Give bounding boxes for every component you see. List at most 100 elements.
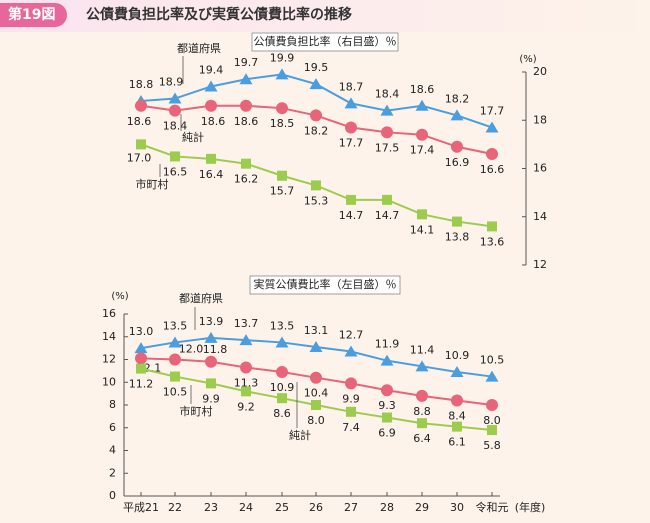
- bottom-data-label: 9.3: [378, 399, 396, 412]
- bottom-data-point: [417, 418, 427, 429]
- top-data-label: 18.5: [270, 117, 295, 130]
- bottom-data-point: [345, 377, 357, 390]
- bottom-data-point: [276, 366, 288, 379]
- top-callout-net: 純計: [182, 130, 204, 144]
- bottom-data-label: 8.8: [413, 405, 431, 418]
- bottom-x-tick-label: 29: [415, 501, 429, 514]
- top-data-point: [239, 73, 253, 85]
- top-data-point: [135, 99, 147, 112]
- bottom-data-point: [416, 389, 428, 402]
- top-data-point: [205, 99, 217, 112]
- top-chart-title-box: [251, 32, 399, 52]
- bottom-data-label: 10.5: [163, 386, 188, 399]
- top-data-point: [169, 104, 181, 117]
- bottom-y-tick-label: 12: [102, 353, 116, 366]
- bottom-data-point: [450, 366, 464, 378]
- bottom-data-label: 12.0: [179, 343, 204, 356]
- top-data-label: 18.6: [201, 115, 226, 128]
- bottom-x-axis-label: (年度): [515, 500, 546, 514]
- bottom-data-point: [170, 371, 180, 382]
- bottom-data-label: 6.4: [413, 432, 431, 445]
- top-data-point: [380, 104, 394, 116]
- bottom-data-label: 12.7: [339, 329, 364, 342]
- top-data-point: [277, 170, 287, 181]
- bottom-data-label: 13.0: [129, 325, 154, 338]
- bottom-data-label: 11.3: [234, 376, 259, 389]
- bottom-data-label: 10.5: [480, 354, 505, 367]
- top-y-tick-label: 18: [533, 113, 547, 126]
- bottom-x-tick-label: 23: [204, 501, 218, 514]
- bottom-data-point: [381, 384, 393, 397]
- bottom-y-tick-label: 4: [109, 444, 116, 457]
- top-data-label: 13.6: [480, 235, 505, 248]
- top-data-point: [206, 153, 216, 164]
- top-callout-prefecture: 都道府県: [177, 41, 221, 55]
- bottom-data-point: [240, 361, 252, 374]
- bottom-data-point: [380, 354, 394, 366]
- bottom-data-point: [168, 336, 182, 348]
- bottom-data-label: 9.9: [202, 392, 220, 405]
- bottom-data-point: [206, 378, 216, 389]
- bottom-x-tick-label: 平成21: [123, 501, 159, 514]
- bottom-data-point: [134, 342, 148, 354]
- top-data-point: [382, 194, 392, 205]
- top-data-label: 18.9: [159, 76, 184, 89]
- bottom-data-label: 13.5: [163, 319, 188, 332]
- top-data-label: 19.4: [199, 63, 224, 76]
- bottom-chart-title: 実質公債費比率（左目盛）％: [254, 277, 397, 291]
- top-callout-municipal: 市町村: [136, 177, 169, 191]
- top-data-label: 14.7: [375, 209, 400, 222]
- bottom-chart-title-box: [249, 275, 401, 295]
- top-data-point: [311, 180, 321, 191]
- top-data-label: 15.3: [304, 194, 329, 207]
- bottom-data-point: [309, 340, 323, 352]
- top-data-point: [417, 209, 427, 220]
- top-data-point: [136, 139, 146, 150]
- bottom-y-tick-label: 0: [109, 489, 116, 502]
- top-data-label: 18.4: [375, 88, 400, 101]
- bottom-x-tick-label: 30: [450, 501, 464, 514]
- bottom-x-tick-label: 25: [275, 501, 289, 514]
- top-data-point: [450, 109, 464, 121]
- top-data-label: 17.7: [339, 136, 364, 149]
- bottom-data-point: [486, 399, 498, 411]
- bottom-data-label: 10.9: [270, 381, 295, 394]
- bottom-x-tick-label: 令和元: [476, 500, 509, 514]
- bottom-y-tick-label: 16: [102, 307, 116, 320]
- top-data-point: [346, 194, 356, 205]
- top-data-label: 15.7: [270, 185, 295, 198]
- bottom-data-label: 11.8: [203, 343, 228, 356]
- bottom-data-point: [452, 421, 462, 432]
- bottom-data-point: [344, 345, 358, 357]
- top-y-tick-label: 14: [533, 210, 547, 223]
- bottom-x-tick-label: 22: [168, 501, 182, 514]
- top-y-axis-label: (%): [519, 54, 536, 65]
- bottom-data-label: 13.1: [304, 324, 329, 337]
- top-y-tick-label: 20: [533, 65, 547, 78]
- top-data-point: [451, 140, 463, 153]
- top-data-label: 19.5: [304, 61, 329, 74]
- bottom-data-point: [311, 400, 321, 410]
- bottom-data-label: 9.2: [237, 400, 255, 413]
- top-data-label: 18.2: [445, 92, 470, 105]
- bottom-data-label: 6.9: [378, 427, 396, 440]
- bottom-callout-prefecture: 都道府県: [179, 291, 223, 305]
- bottom-data-label: 8.4: [448, 409, 466, 422]
- bottom-data-point: [275, 336, 289, 348]
- bottom-y-tick-label: 2: [109, 466, 116, 479]
- top-chart-title: 公債費負担比率（右目盛）％: [254, 34, 397, 48]
- bottom-x-tick-label: 27: [344, 501, 358, 514]
- bottom-data-label: 11.2: [129, 378, 154, 391]
- top-data-label: 17.7: [480, 104, 505, 117]
- bottom-data-label: 13.7: [234, 317, 259, 330]
- top-data-label: 16.4: [199, 168, 224, 181]
- bottom-callout-net: 純計: [289, 428, 311, 442]
- top-data-point: [381, 126, 393, 139]
- figure-title: 公債費負担比率及び実質公債費比率の推移: [86, 7, 352, 23]
- bottom-callout-municipal: 市町村: [180, 404, 213, 418]
- top-data-label: 17.4: [410, 144, 435, 157]
- bottom-data-label: 13.9: [199, 315, 224, 328]
- top-y-tick-label: 16: [533, 162, 547, 175]
- top-data-point: [487, 221, 497, 232]
- top-data-label: 18.6: [234, 115, 259, 128]
